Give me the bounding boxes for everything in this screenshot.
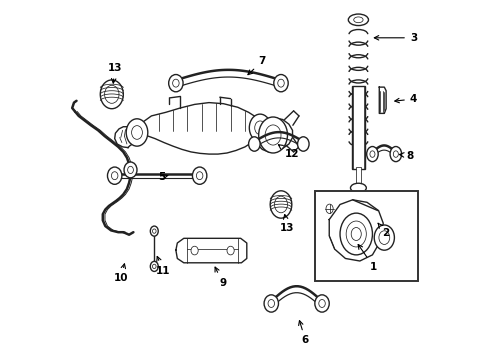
Ellipse shape: [340, 213, 372, 255]
Text: 5: 5: [158, 172, 168, 182]
Ellipse shape: [268, 300, 274, 307]
Polygon shape: [176, 238, 247, 263]
Ellipse shape: [274, 196, 288, 213]
Ellipse shape: [132, 126, 143, 139]
Ellipse shape: [315, 295, 329, 312]
Text: 12: 12: [278, 145, 299, 159]
Text: 7: 7: [248, 56, 266, 75]
Ellipse shape: [104, 85, 119, 103]
Text: 13: 13: [280, 215, 294, 233]
Ellipse shape: [326, 204, 333, 213]
Ellipse shape: [390, 147, 402, 162]
Ellipse shape: [150, 261, 158, 271]
Text: 11: 11: [156, 256, 170, 276]
Text: 13: 13: [107, 63, 122, 83]
Ellipse shape: [259, 117, 288, 153]
Ellipse shape: [278, 79, 284, 87]
Ellipse shape: [274, 75, 288, 92]
Text: 1: 1: [358, 244, 377, 272]
Ellipse shape: [270, 191, 292, 218]
Polygon shape: [135, 103, 262, 154]
Text: 9: 9: [215, 267, 226, 288]
Ellipse shape: [370, 151, 375, 157]
Ellipse shape: [169, 75, 183, 92]
Ellipse shape: [319, 300, 325, 307]
Ellipse shape: [350, 183, 367, 193]
Ellipse shape: [126, 119, 148, 146]
Ellipse shape: [124, 162, 137, 178]
Text: 2: 2: [378, 223, 390, 238]
Ellipse shape: [367, 147, 378, 162]
Ellipse shape: [150, 226, 158, 236]
Ellipse shape: [393, 151, 398, 157]
Polygon shape: [379, 87, 386, 113]
Ellipse shape: [249, 114, 271, 141]
Ellipse shape: [255, 121, 266, 135]
Ellipse shape: [152, 264, 156, 269]
Polygon shape: [254, 118, 293, 152]
Bar: [315, 191, 418, 281]
Ellipse shape: [354, 17, 363, 23]
Text: 4: 4: [395, 94, 417, 104]
Ellipse shape: [264, 295, 278, 312]
Ellipse shape: [196, 172, 203, 180]
Ellipse shape: [191, 246, 198, 255]
Ellipse shape: [111, 172, 118, 180]
Ellipse shape: [374, 225, 394, 250]
Text: 6: 6: [298, 321, 309, 345]
Polygon shape: [329, 200, 383, 261]
Bar: [356, 167, 361, 187]
Ellipse shape: [193, 167, 207, 184]
Ellipse shape: [152, 229, 156, 233]
Ellipse shape: [379, 231, 390, 244]
Polygon shape: [115, 127, 136, 148]
Bar: [351, 86, 365, 169]
Ellipse shape: [297, 137, 309, 151]
Text: 8: 8: [399, 150, 414, 161]
Ellipse shape: [348, 14, 368, 26]
Ellipse shape: [100, 80, 123, 109]
Ellipse shape: [351, 228, 361, 240]
Ellipse shape: [265, 125, 281, 145]
Ellipse shape: [248, 137, 260, 151]
Ellipse shape: [127, 166, 133, 174]
Text: 10: 10: [114, 264, 128, 283]
Ellipse shape: [172, 79, 179, 87]
Ellipse shape: [107, 167, 122, 184]
Ellipse shape: [227, 246, 234, 255]
Ellipse shape: [346, 221, 367, 247]
Text: 3: 3: [374, 33, 417, 43]
